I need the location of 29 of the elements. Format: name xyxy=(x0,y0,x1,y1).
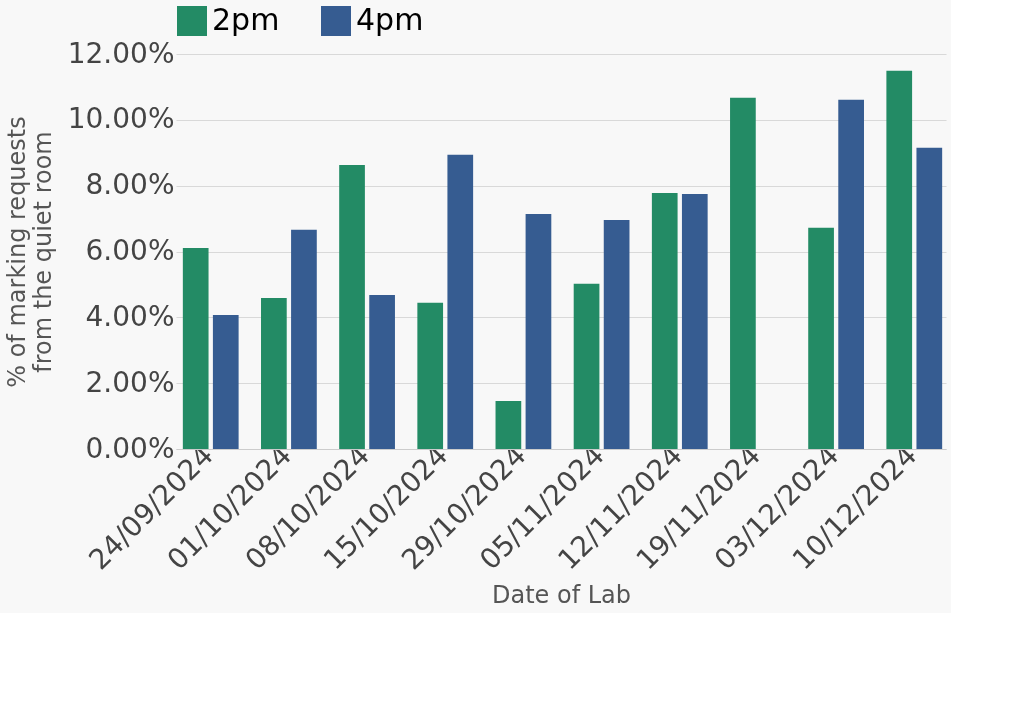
bar xyxy=(886,70,913,449)
bar xyxy=(182,247,209,449)
bar xyxy=(681,193,708,449)
y-tick-label: 8.00% xyxy=(85,168,175,202)
x-axis-title: Date of Lab xyxy=(491,580,632,609)
bar xyxy=(447,154,474,449)
y-tick-label: 10.00% xyxy=(67,102,175,136)
y-tick-label: 4.00% xyxy=(85,299,175,333)
y-tick-label: 12.00% xyxy=(67,36,175,70)
bar xyxy=(603,219,630,449)
bar xyxy=(838,99,864,449)
y-tick-label: 2.00% xyxy=(85,365,175,399)
bar xyxy=(730,97,756,449)
legend-label: 4pm xyxy=(356,2,424,37)
bar xyxy=(369,294,395,449)
bar xyxy=(417,302,444,449)
bar xyxy=(651,192,678,449)
y-tick-label: 6.00% xyxy=(85,234,175,267)
bar xyxy=(261,297,287,449)
bar xyxy=(291,229,317,449)
bar xyxy=(525,213,552,449)
legend-label: 2pm xyxy=(212,2,280,37)
bar xyxy=(808,227,834,449)
bar xyxy=(212,315,239,449)
y-axis-title: % of marking requests from the quiet room xyxy=(2,116,57,388)
bar xyxy=(573,283,600,449)
bar xyxy=(495,400,522,449)
bar xyxy=(339,164,365,449)
bar xyxy=(916,147,943,449)
